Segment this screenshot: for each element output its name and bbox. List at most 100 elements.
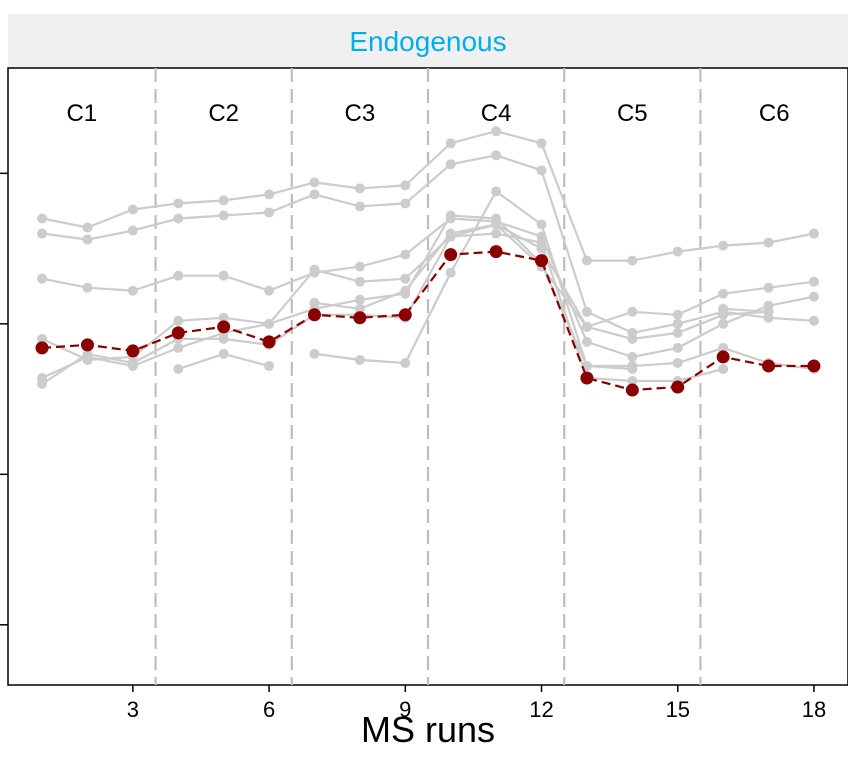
x-tick-label: 9 [399,697,411,722]
facet-strip-title: Endogenous [349,26,506,57]
feature-point [173,342,184,353]
feature-point [264,207,275,218]
summary-path [42,250,814,392]
feature-point [354,201,365,212]
feature-point [37,213,48,224]
feature-point [37,333,48,344]
feature-point [581,255,592,266]
feature-point [400,273,411,284]
feature-point [581,306,592,317]
feature-point [354,261,365,272]
feature-point [82,234,93,245]
feature-line [41,214,815,379]
summary-point [444,248,458,262]
condition-label: C2 [208,100,239,127]
feature-point [309,297,320,308]
feature-point [264,360,275,371]
feature-point [491,126,502,137]
feature-point [445,228,456,239]
feature-point [808,228,819,239]
feature-point [808,315,819,326]
summary-point [353,311,367,325]
feature-point [491,186,502,197]
feature-point [808,291,819,302]
y-axis-ticks [0,172,8,626]
feature-point [672,318,683,329]
condition-label: C4 [481,100,512,127]
summary-point [217,320,231,334]
feature-point [445,267,456,278]
summary-point [307,308,321,322]
feature-point [672,342,683,353]
feature-point [536,237,547,248]
feature-point [491,219,502,230]
feature-point [536,138,547,149]
feature-point [718,363,729,374]
feature-point [354,303,365,314]
feature-point [627,306,638,317]
feature-point [173,213,184,224]
x-tick-label: 18 [802,697,826,722]
feature-point [718,342,729,353]
feature-point [581,321,592,332]
condition-label: C3 [345,100,376,127]
feature-point [672,327,683,338]
feature-point [718,318,729,329]
summary-point [807,359,821,373]
feature-point [37,379,48,390]
feature-point [354,354,365,365]
feature-point [218,195,229,206]
condition-boundaries [154,68,702,685]
condition-label: C6 [759,100,790,127]
feature-point [718,303,729,314]
summary-point [398,308,412,322]
feature-point [672,246,683,257]
feature-point [218,210,229,221]
feature-point [400,180,411,191]
feature-point [808,276,819,287]
feature-point [400,198,411,209]
feature-point [354,183,365,194]
feature-point [763,237,774,248]
facet-strip [8,14,848,68]
x-tick-label: 12 [529,697,553,722]
feature-point [264,189,275,200]
feature-line [723,307,769,313]
x-tick-label: 3 [127,697,139,722]
feature-point [445,138,456,149]
x-tick-label: 15 [665,697,689,722]
feature-point [400,285,411,296]
feature-point [536,165,547,176]
feature-point [173,198,184,209]
feature-point [173,270,184,281]
feature-point [672,357,683,368]
feature-point [264,318,275,329]
feature-point [763,306,774,317]
summary-point [535,254,549,268]
feature-point [218,270,229,281]
condition-label: C1 [66,100,97,127]
feature-point [718,288,729,299]
feature-point [491,228,502,239]
feature-point [218,333,229,344]
feature-point [627,255,638,266]
feature-line [41,130,815,262]
feature-line [41,154,814,335]
summary-point [762,359,776,373]
feature-point [173,363,184,374]
feature-point [37,273,48,284]
feature-point [309,177,320,188]
condition-labels: C1 C2 C3 C4 C5 C6 [66,100,789,127]
feature-point [127,357,138,368]
feature-point [218,312,229,323]
feature-point [400,249,411,260]
summary-point [671,380,685,394]
feature-point [127,225,138,236]
feature-point [445,159,456,170]
feature-point [309,264,320,275]
x-tick-label: 6 [263,697,275,722]
feature-point [536,219,547,230]
summary-point [716,350,730,364]
x-axis-title: MS runs [361,709,495,750]
